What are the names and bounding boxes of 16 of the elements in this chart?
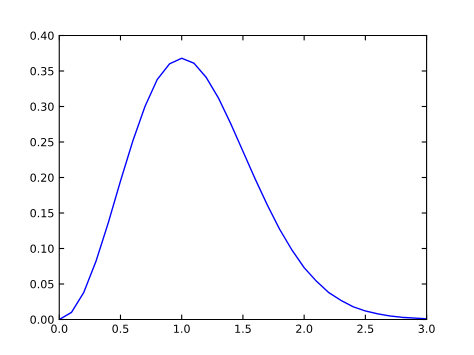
y-tick-label: 0.25 (30, 138, 54, 146)
y-tick-label: 0.40 (30, 31, 54, 40)
y-tick-label: 0.10 (30, 244, 54, 253)
y-tick-label: 0.35 (30, 66, 54, 76)
y-tick-label: 0.20 (30, 173, 54, 182)
x-tick-label: 2.5 (357, 324, 374, 333)
x-tick-label: 1.5 (235, 324, 251, 333)
x-tick-label: 1.0 (174, 324, 190, 333)
y-tick-label: 0.30 (30, 102, 54, 111)
x-tick-label: 3.0 (418, 324, 435, 333)
y-tick-label: 0.15 (30, 208, 54, 218)
x-tick-label: 0.5 (112, 324, 128, 333)
y-tick-label: 0.00 (30, 315, 54, 324)
y-tick-label: 0.05 (30, 280, 54, 288)
x-tick-label: 2.0 (296, 324, 312, 333)
x-tick-label: 0.0 (51, 324, 68, 333)
